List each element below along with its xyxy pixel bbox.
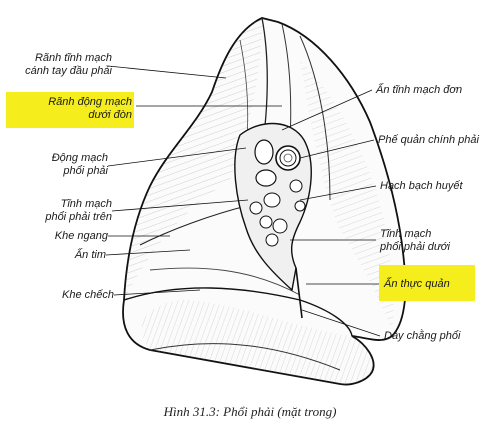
label-tinh-mach-tren: Tĩnh mạch phổi phải trên [6,198,112,224]
highlight-ranh-dong-mach [6,92,134,128]
label-phe-quan: Phế quản chính phải [378,134,479,146]
label-an-tinh-mach-don: Ấn tĩnh mạch đơn [376,84,463,96]
label-ranh-dong-mach-line1: Rãnh động mạch [48,96,132,108]
label-ranh-tinh-mach: Rãnh tĩnh mạch cánh tay đầu phải [6,52,112,78]
figure-caption: Hình 31.3: Phổi phải (mặt trong) [163,404,337,419]
label-day-chang-phoi: Dây chằng phổi [384,330,461,342]
label-hach-bach-huyet: Hạch bạch huyết [380,180,463,192]
label-dong-mach-line2: phổi phải [63,165,108,177]
label-dong-mach-line1: Động mạch [51,152,108,164]
highlight-an-thuc-quan [379,265,475,301]
label-khe-chech: Khe chếch [62,289,114,301]
label-ranh-tinh-mach-line1: Rãnh tĩnh mạch [34,52,112,64]
label-dong-mach-phoi: Động mạch phổi phải [6,152,108,178]
label-tinh-mach-tren-line2: phổi phải trên [45,211,112,223]
label-tinh-mach-tren-line1: Tĩnh mạch [60,198,112,210]
label-ranh-tinh-mach-line2: cánh tay đầu phải [25,65,112,77]
label-ranh-dong-mach: Rãnh động mạch dưới đòn [8,96,132,122]
label-tinh-mach-duoi-line1: Tĩnh mạch [380,228,432,240]
label-tinh-mach-duoi-line2: phổi phải dưới [380,241,450,253]
label-ranh-dong-mach-line2: dưới đòn [88,109,132,121]
label-an-tim: Ấn tim [74,249,106,261]
label-an-thuc-quan: Ấn thực quản [384,278,450,290]
label-khe-ngang: Khe ngang [54,230,108,242]
label-tinh-mach-duoi: Tĩnh mạch phổi phải dưới [380,228,450,254]
